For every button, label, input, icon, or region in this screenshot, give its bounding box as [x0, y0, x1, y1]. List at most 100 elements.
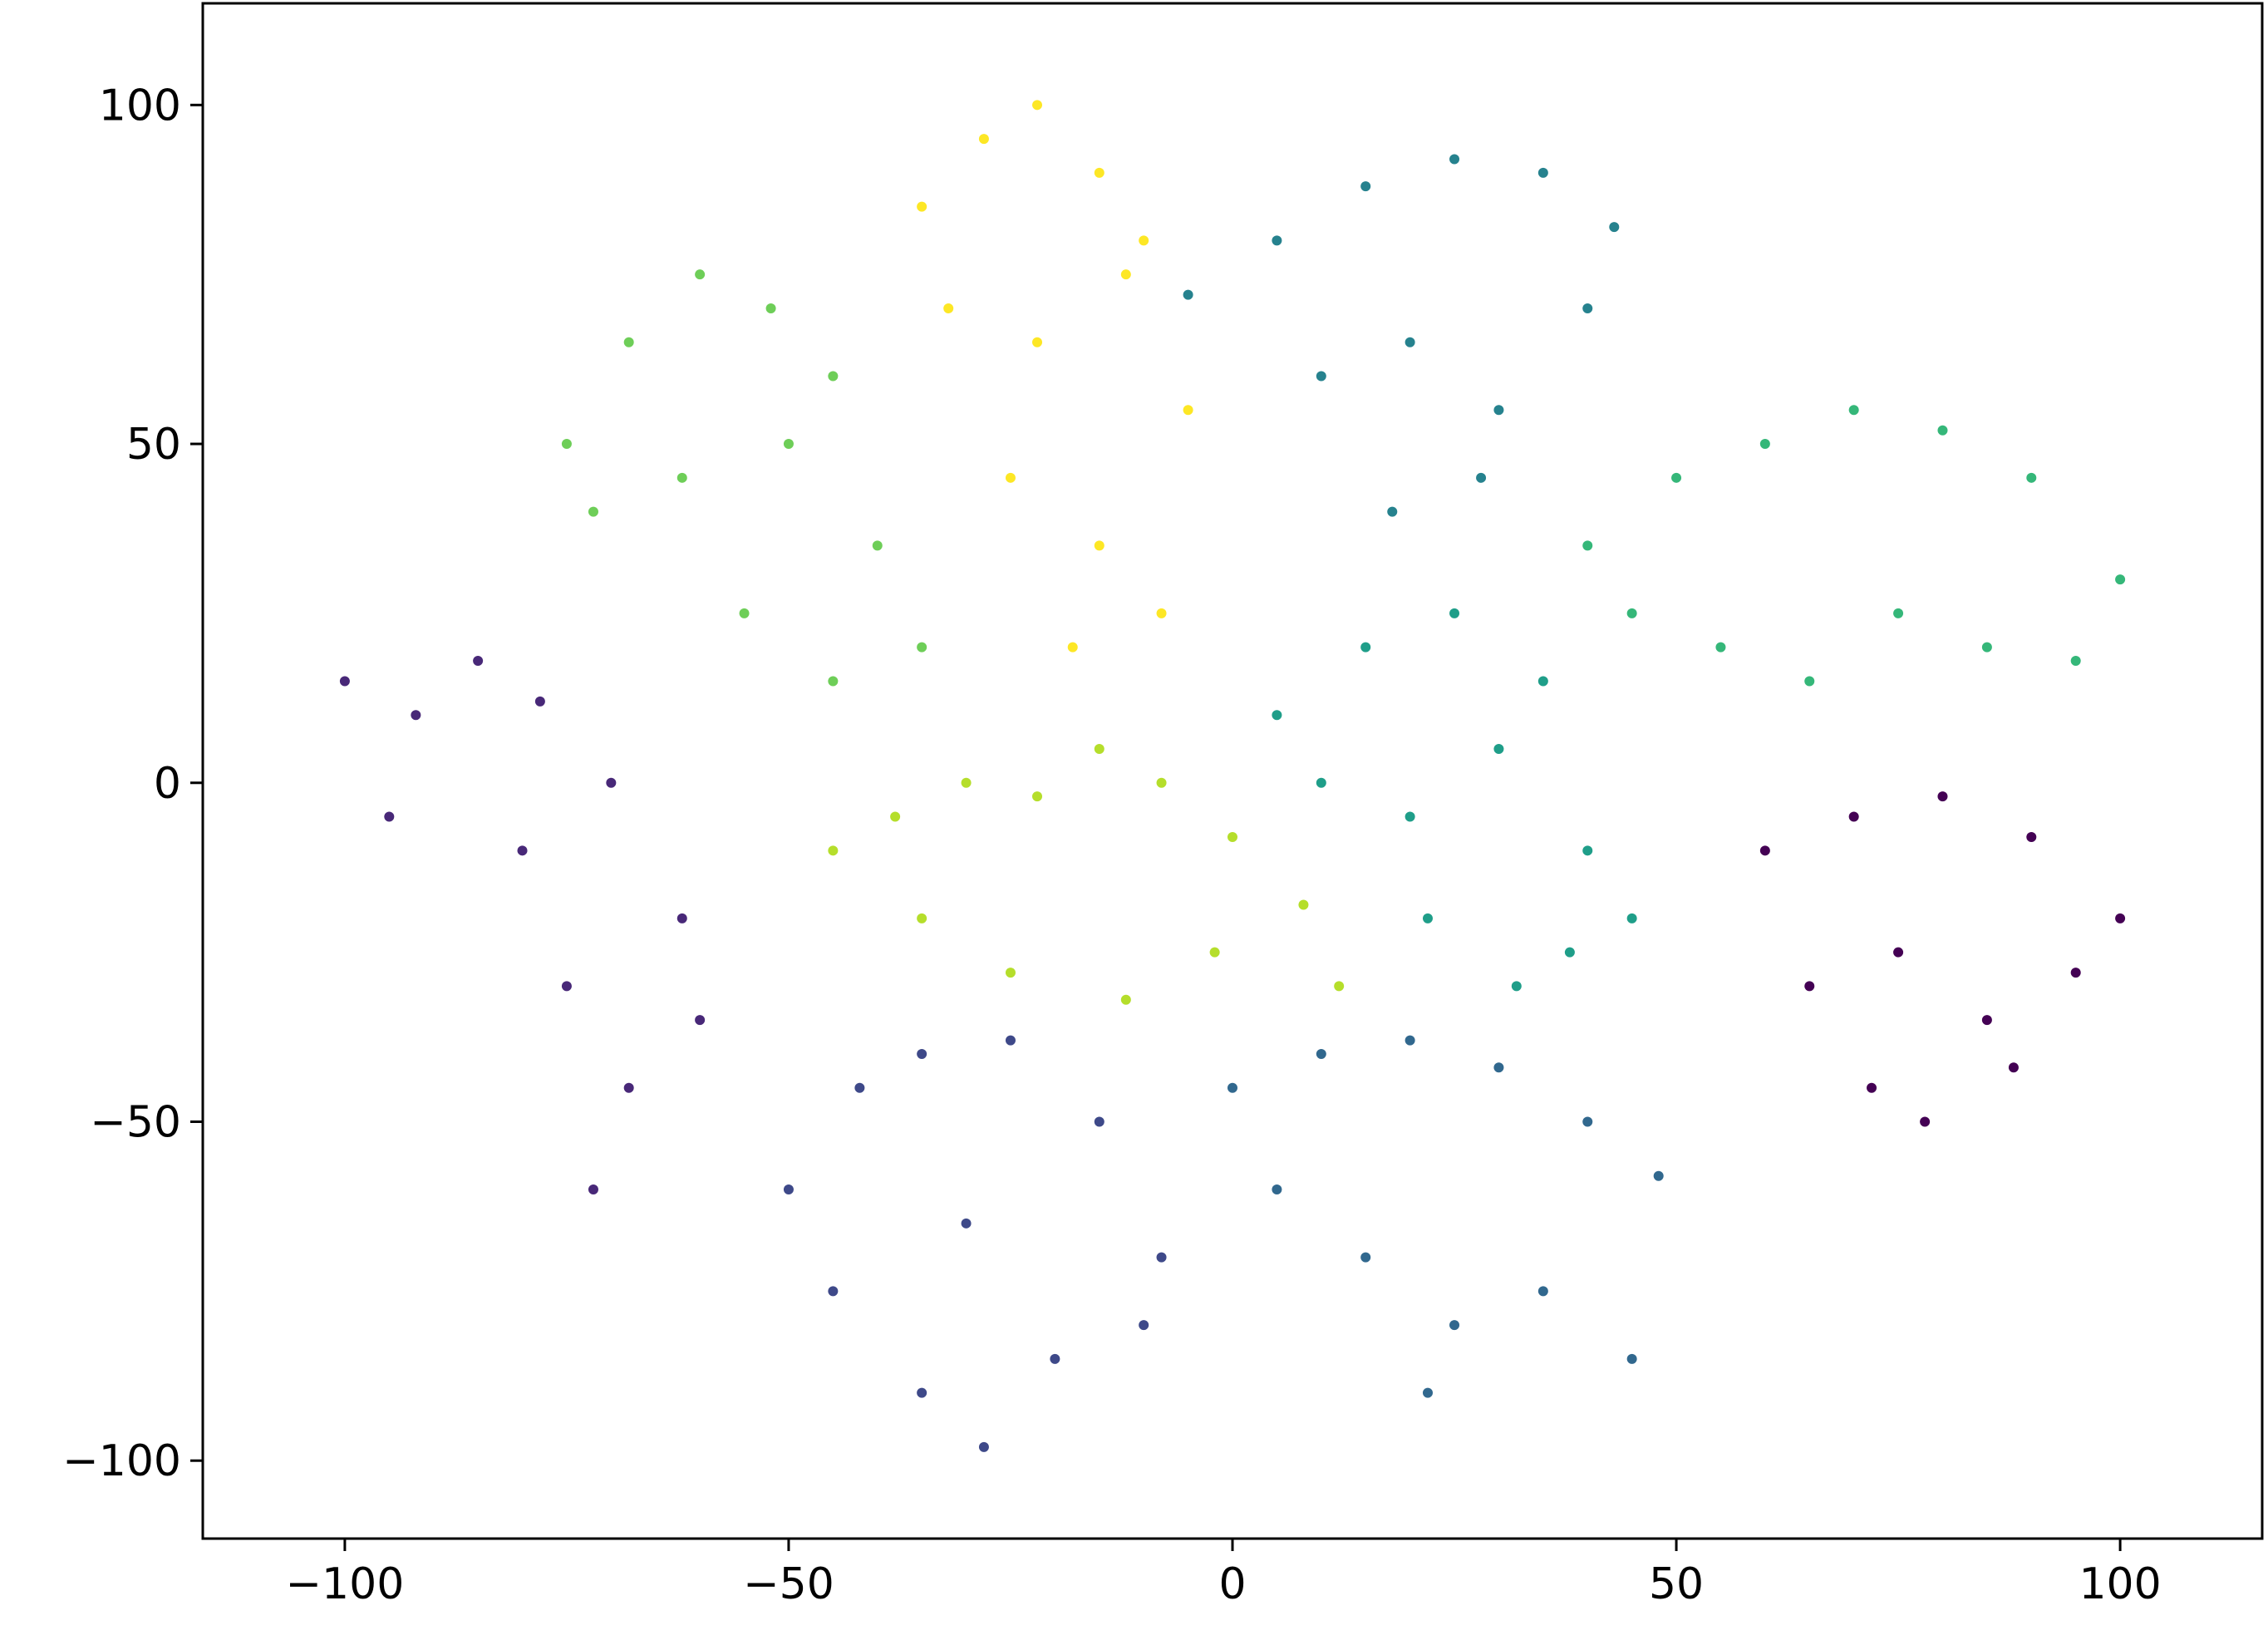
x-tick-label: 0: [1218, 1559, 1246, 1609]
y-tick-label: −50: [90, 1097, 181, 1147]
point: [1316, 777, 1326, 788]
point: [1759, 845, 1770, 856]
point: [1476, 472, 1487, 483]
y-tick-label: 0: [154, 759, 181, 809]
point: [1209, 947, 1220, 958]
point: [1227, 832, 1237, 843]
point: [1626, 913, 1637, 923]
point: [917, 913, 927, 923]
point: [1120, 269, 1131, 280]
point: [1537, 676, 1548, 687]
point: [1005, 968, 1016, 978]
y-tick-label: 50: [126, 420, 181, 470]
point: [765, 303, 776, 313]
point: [1316, 371, 1326, 382]
point: [783, 1184, 794, 1195]
y-tick-label: −100: [62, 1436, 181, 1486]
point: [1893, 608, 1904, 618]
x-tick-label: −50: [743, 1559, 834, 1609]
point: [676, 472, 687, 483]
plot-frame: [201, 2, 2264, 1540]
point: [1334, 981, 1345, 992]
point: [1005, 472, 1016, 483]
point: [1272, 235, 1282, 246]
point: [623, 337, 634, 347]
point: [1387, 506, 1398, 517]
y-tick-label: 100: [99, 81, 181, 131]
point: [1227, 1082, 1237, 1093]
point: [1156, 777, 1167, 788]
point: [1067, 642, 1078, 653]
point: [1626, 1353, 1637, 1364]
point: [588, 506, 598, 517]
point: [917, 1048, 927, 1059]
point: [1139, 1320, 1149, 1331]
point: [1316, 1048, 1326, 1059]
point: [1449, 608, 1460, 618]
point: [1120, 994, 1131, 1005]
point: [1582, 845, 1593, 856]
point: [384, 811, 395, 822]
point: [1715, 642, 1726, 653]
point: [1671, 472, 1682, 483]
point: [1050, 1353, 1060, 1364]
point: [943, 303, 954, 313]
point: [1094, 167, 1104, 178]
point: [1032, 791, 1043, 802]
x-tick-label: 100: [2079, 1559, 2161, 1609]
point: [2026, 472, 2037, 483]
point: [534, 696, 545, 707]
point: [1032, 337, 1043, 347]
point: [1139, 235, 1149, 246]
point: [828, 371, 839, 382]
point: [1511, 981, 1522, 992]
point: [1981, 642, 1992, 653]
point: [1759, 439, 1770, 450]
point: [978, 1441, 989, 1452]
point: [561, 439, 572, 450]
point: [739, 608, 750, 618]
point: [1094, 540, 1104, 551]
point: [1183, 405, 1193, 416]
x-tick-label: 50: [1649, 1559, 1704, 1609]
point: [339, 676, 350, 687]
point: [1626, 608, 1637, 618]
point: [1653, 1170, 1664, 1181]
point: [1272, 710, 1282, 721]
point: [1032, 100, 1043, 111]
point: [1449, 154, 1460, 165]
point: [1094, 1116, 1104, 1127]
point: [828, 676, 839, 687]
point: [1156, 608, 1167, 618]
point: [1537, 167, 1548, 178]
point: [623, 1082, 634, 1093]
point: [828, 845, 839, 856]
point: [561, 981, 572, 992]
point: [2115, 574, 2126, 585]
point: [961, 1218, 972, 1229]
point: [1156, 1252, 1167, 1263]
point: [676, 913, 687, 923]
point: [917, 1387, 927, 1398]
point: [1405, 337, 1415, 347]
point: [1422, 913, 1433, 923]
point: [588, 1184, 598, 1195]
point: [1804, 676, 1815, 687]
point: [1493, 405, 1504, 416]
point: [1582, 1116, 1593, 1127]
point: [1848, 811, 1859, 822]
point: [1493, 743, 1504, 754]
point: [1272, 1184, 1282, 1195]
point: [1005, 1035, 1016, 1046]
point: [783, 439, 794, 450]
point: [695, 269, 706, 280]
point: [1493, 1062, 1504, 1073]
point: [2026, 832, 2037, 843]
point: [828, 1286, 839, 1297]
point: [1405, 811, 1415, 822]
point: [1804, 981, 1815, 992]
point: [917, 642, 927, 653]
point: [1893, 947, 1904, 958]
point: [1360, 642, 1371, 653]
